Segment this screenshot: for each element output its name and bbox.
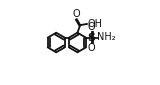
Text: NH₂: NH₂ bbox=[97, 32, 116, 42]
Text: O: O bbox=[87, 43, 95, 53]
Text: S: S bbox=[88, 33, 96, 43]
Text: OH: OH bbox=[87, 19, 102, 29]
Text: O: O bbox=[73, 9, 81, 19]
Text: O: O bbox=[87, 22, 95, 32]
